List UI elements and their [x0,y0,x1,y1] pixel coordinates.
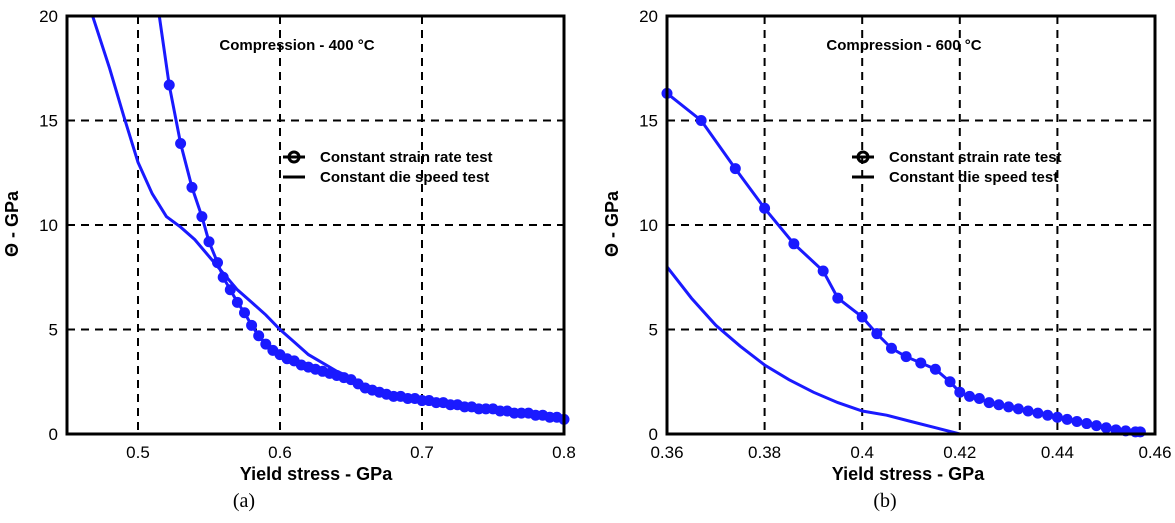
data-point [1022,405,1034,417]
data-point [1012,403,1024,415]
chart-title: Compression - 400 °C [219,37,374,54]
y-tick-label: 5 [649,321,658,340]
data-point [900,351,912,363]
legend: Constant strain rate test Constant die s… [283,149,493,186]
x-tick-label: 0.8 [552,443,576,462]
data-point [729,163,741,175]
x-tick-label: 0.44 [1041,443,1074,462]
data-point [1051,411,1063,423]
data-point [993,399,1005,411]
data-point [1100,422,1112,434]
data-point [260,338,272,350]
data-point [915,357,927,369]
grid [667,16,1155,434]
y-tick-label: 10 [39,216,58,235]
ticks: 0.5 0.6 0.7 0.8 0 5 10 15 20 [39,7,576,462]
legend-entry-constant-strain-rate: Constant strain rate test [889,149,1062,166]
data-point [246,319,258,331]
x-axis-label: Yield stress - GPa [832,464,985,484]
data-point [224,284,236,296]
y-tick-label: 15 [39,112,58,131]
y-tick-label: 20 [639,7,658,26]
data-point [1032,407,1044,419]
x-tick-label: 0.36 [650,443,683,462]
series-line [91,16,564,421]
data-point [1071,415,1083,427]
x-tick-label: 0.4 [850,443,874,462]
legend-circle-marker [856,150,870,164]
legend-circle-marker [287,150,301,164]
plot-frame [665,14,1157,436]
legend-entry-constant-die-speed: Constant die speed test [889,169,1058,186]
data-point [788,238,800,250]
y-tick-label: 0 [649,425,658,444]
y-tick-label: 0 [49,425,58,444]
x-tick-label: 0.6 [268,443,292,462]
data-point [973,392,985,404]
data-point [885,342,897,354]
series-line [157,16,564,421]
x-tick-label: 0.5 [126,443,150,462]
x-tick-label: 0.7 [410,443,434,462]
x-tick-label: 0.42 [943,443,976,462]
data-point [186,181,198,193]
data-point [871,328,883,340]
data-point [817,265,829,277]
legend-entry-constant-die-speed: Constant die speed test [320,169,489,186]
data-point [1061,413,1073,425]
legend-entry-constant-strain-rate: Constant strain rate test [320,149,493,166]
data-point [964,390,976,402]
data-point [163,79,175,91]
data-point [954,386,966,398]
data-point [231,296,243,308]
data-point [929,363,941,375]
data-point [239,307,250,319]
data-point [1090,420,1102,432]
data-point [944,376,956,388]
data-point [1003,401,1015,413]
panel-caption: (b) [873,490,896,512]
chart-panel-b: 0.36 0.38 0.4 0.42 0.44 0.46 0 5 10 15 20 Compress… [602,7,1172,512]
data-point [856,311,868,323]
x-tick-label: 0.46 [1138,443,1171,462]
data-point [175,137,187,149]
plot-area [91,16,570,425]
data-point [196,211,208,223]
data-point [203,236,215,248]
y-axis-label: Θ - GPa [2,190,22,257]
series-line [667,92,1141,434]
data-point [253,330,265,342]
chart-title: Compression - 600 °C [826,37,981,54]
x-tick-label: 0.38 [748,443,781,462]
panel-caption: (a) [233,490,255,512]
data-point [1042,409,1054,421]
data-point [832,292,844,304]
plot-area [661,87,1146,438]
chart-panel-a: 0.5 0.6 0.7 0.8 0 5 10 15 20 Compression - 400 °… [2,7,576,512]
series-line [667,265,961,434]
y-axis-label: Θ - GPa [602,190,622,257]
ticks: 0.36 0.38 0.4 0.42 0.44 0.46 0 5 10 15 20 [639,7,1171,462]
data-point [759,202,771,214]
data-point [983,397,995,409]
y-tick-label: 20 [39,7,58,26]
legend: Constant strain rate test Constant die s… [852,149,1062,186]
data-point [695,115,707,126]
y-tick-label: 5 [49,321,58,340]
y-tick-label: 15 [639,112,658,131]
y-tick-label: 10 [639,216,658,235]
plot-frame [65,14,566,436]
x-axis-label: Yield stress - GPa [240,464,393,484]
data-point [1081,418,1093,430]
